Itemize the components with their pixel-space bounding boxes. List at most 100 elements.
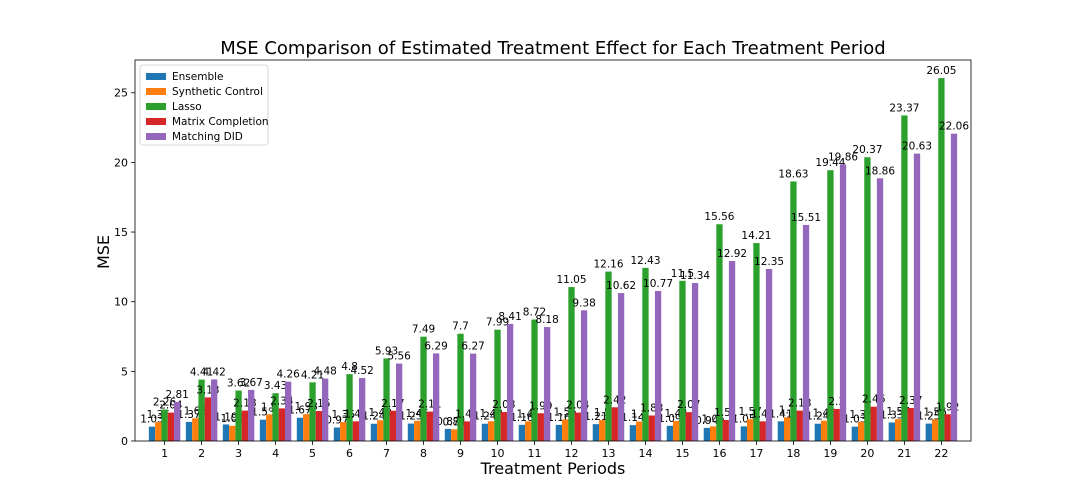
data-label: 1.33	[880, 409, 903, 421]
bar	[525, 421, 532, 441]
bar	[358, 378, 366, 441]
data-label: 11.05	[556, 274, 586, 286]
data-label: 8.18	[535, 314, 558, 326]
bar	[248, 389, 255, 441]
bar	[278, 408, 286, 441]
data-label: 11.5	[671, 268, 694, 280]
bar	[315, 411, 323, 441]
x-tick-label: 11	[528, 447, 542, 460]
x-tick-label: 1	[161, 447, 168, 460]
x-tick-label: 2	[198, 447, 205, 460]
data-label: 19.86	[828, 151, 858, 163]
data-label: 3.62	[227, 378, 250, 390]
bar	[950, 133, 958, 441]
bar	[500, 412, 507, 441]
bar	[377, 420, 384, 441]
y-tick-label: 5	[121, 365, 128, 378]
bar	[229, 425, 236, 441]
bar	[259, 419, 267, 441]
bar	[235, 390, 242, 441]
bar	[888, 422, 895, 441]
data-label: 3.67	[239, 377, 262, 389]
data-label: 1.14	[621, 412, 645, 424]
bar	[161, 409, 168, 441]
data-label: 20.63	[902, 141, 932, 153]
legend-swatch	[146, 73, 166, 80]
bar	[722, 419, 729, 441]
bar	[562, 419, 569, 441]
bar	[796, 410, 803, 441]
x-axis-label: Treatment Periods	[480, 459, 626, 478]
data-label: 6.29	[424, 340, 447, 352]
x-tick-label: 13	[601, 447, 615, 460]
data-label: 2.81	[165, 389, 188, 401]
data-label: 15.51	[791, 212, 821, 224]
bar	[222, 424, 230, 441]
y-tick-label: 15	[114, 226, 128, 239]
x-tick-label: 18	[786, 447, 800, 460]
bar	[931, 419, 939, 441]
bar	[894, 419, 902, 441]
legend: Ensemble Synthetic Control Lasso Matrix Com…	[139, 64, 269, 146]
data-label: 4.41	[190, 367, 213, 379]
data-label: 7.7	[452, 321, 469, 333]
bar	[537, 413, 544, 441]
bar	[710, 426, 717, 441]
bar	[654, 290, 662, 441]
bar	[383, 358, 390, 441]
bar	[765, 268, 773, 441]
bar	[666, 425, 674, 441]
bar	[494, 329, 501, 441]
data-label: 2.26	[153, 397, 177, 409]
bar	[174, 401, 181, 441]
bar	[673, 420, 680, 441]
legend-swatch	[146, 118, 166, 125]
bar	[636, 421, 643, 441]
bar	[568, 287, 575, 441]
series-0: 1.03 1.37 1.19 1.53 1.670.97 1.24 1.25 0.87 1.24…	[140, 405, 941, 441]
bar	[938, 78, 945, 442]
x-tick-label: 9	[457, 447, 464, 460]
data-label: 10.77	[643, 278, 673, 290]
series-1: 1.36 1.631.091.9 1.931.36 1.49 1.450.841.42 1…	[147, 401, 947, 441]
bar	[518, 424, 526, 441]
bar	[155, 422, 162, 441]
y-tick-label: 20	[114, 156, 128, 169]
bar	[555, 424, 563, 441]
bar	[309, 382, 316, 441]
bar	[870, 406, 877, 441]
bar	[340, 422, 347, 441]
bar	[444, 428, 452, 441]
bar	[827, 170, 834, 441]
bar	[925, 423, 932, 441]
bar	[876, 178, 884, 441]
data-label: 3.43	[264, 380, 287, 392]
bar	[913, 153, 921, 441]
data-label: 10.62	[606, 280, 636, 292]
legend-swatch	[146, 88, 166, 95]
bar	[864, 157, 871, 441]
bar	[747, 419, 754, 441]
data-label: 4.42	[202, 366, 225, 378]
data-label: 4.48	[313, 366, 336, 378]
bar	[407, 423, 415, 441]
data-label: 15.56	[704, 211, 734, 223]
bar	[783, 417, 791, 441]
x-tick-label: 22	[934, 447, 948, 460]
data-label: 12.92	[717, 248, 747, 260]
data-label: 5.56	[387, 351, 411, 363]
bar	[204, 397, 212, 441]
data-label: 4.21	[301, 369, 324, 381]
bar	[352, 421, 359, 441]
data-label: 8.41	[498, 311, 521, 323]
data-label: 4.26	[276, 369, 300, 381]
bar	[303, 414, 310, 441]
bar	[629, 425, 637, 441]
bar	[777, 421, 784, 441]
data-label: 5.93	[375, 345, 398, 357]
bar	[753, 243, 760, 441]
bar	[703, 427, 711, 441]
data-label: 9.38	[572, 297, 595, 309]
data-label: 20.37	[852, 144, 882, 156]
